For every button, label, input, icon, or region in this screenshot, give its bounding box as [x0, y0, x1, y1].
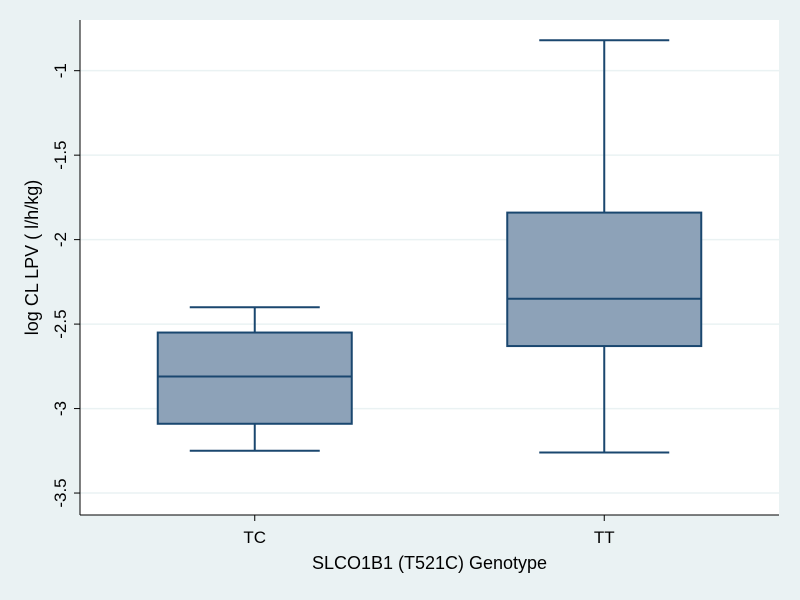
interquartile-box [156, 331, 353, 425]
y-tick-label: -1.5 [51, 141, 70, 170]
y-tick-label: -1 [51, 63, 70, 78]
box-tt [506, 39, 703, 454]
box-tc [156, 306, 353, 452]
y-tick-label: -3.5 [51, 478, 70, 507]
y-axis-title: log CL LPV ( l/h/kg) [22, 180, 42, 335]
y-axis-ticks: -3.5 -3 -2.5 -2 -1.5 -1 [51, 63, 80, 508]
boxes [156, 39, 703, 454]
x-tick-label: TC [243, 528, 266, 547]
x-axis-ticks: TC TT [243, 515, 615, 547]
interquartile-box [506, 211, 703, 348]
x-tick-label: TT [594, 528, 615, 547]
y-tick-label: -2 [51, 232, 70, 247]
y-tick-label: -3 [51, 401, 70, 416]
y-tick-label: -2.5 [51, 309, 70, 338]
x-axis-title: SLCO1B1 (T521C) Genotype [312, 553, 547, 573]
